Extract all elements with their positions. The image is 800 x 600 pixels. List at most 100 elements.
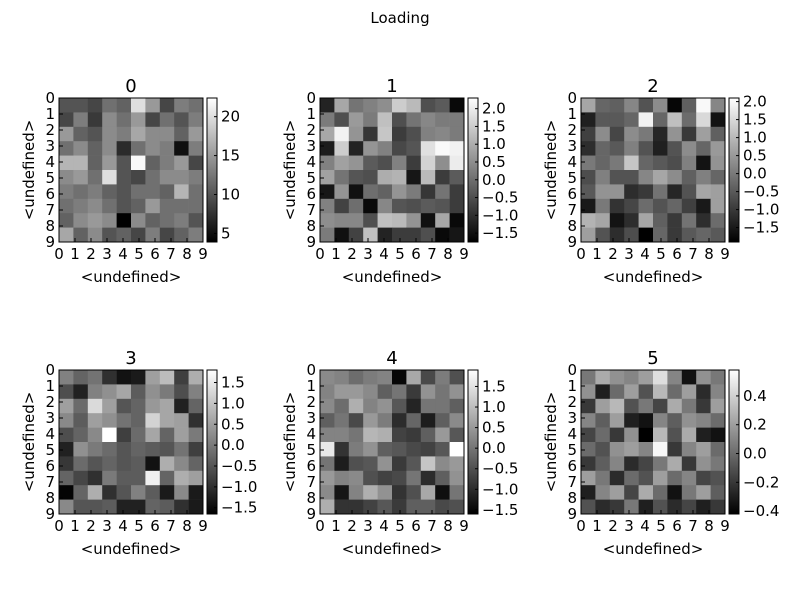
heatmap-cell: [174, 126, 189, 142]
heatmap-cell: [348, 213, 364, 228]
heatmap-cell: [609, 227, 625, 243]
heatmap-cell: [595, 213, 611, 228]
heatmap-cell: [392, 126, 407, 142]
heatmap-cell: [145, 213, 161, 228]
heatmap-cell: [595, 427, 611, 443]
x-tick-label: 3: [624, 517, 634, 535]
heatmap-cell: [653, 485, 668, 500]
y-tick-label: 5: [45, 169, 55, 187]
heatmap-cell: [392, 227, 407, 243]
heatmap-cell: [435, 442, 450, 457]
heatmap-cell: [624, 155, 639, 171]
heatmap-cell: [435, 155, 450, 171]
colorbar-tick-label: 0.0: [221, 436, 245, 454]
heatmap-cell: [59, 126, 74, 142]
heatmap-cell: [87, 398, 103, 414]
heatmap-cell: [59, 370, 74, 385]
x-tick-label: 5: [395, 517, 405, 535]
heatmap-cell: [73, 98, 89, 113]
heatmap-cell: [348, 184, 364, 200]
y-tick-label: 8: [567, 489, 577, 507]
heatmap-cell: [116, 227, 132, 243]
heatmap-cell: [392, 485, 407, 500]
panel-title: 4: [386, 348, 397, 369]
heatmap-cell: [595, 126, 611, 142]
heatmap-cell: [73, 499, 89, 515]
heatmap-cell: [681, 499, 697, 515]
heatmap-cell: [710, 198, 726, 214]
heatmap-cell: [710, 413, 726, 428]
heatmap-cell: [320, 398, 335, 414]
y-tick-label: 5: [306, 169, 316, 187]
heatmap-cell: [609, 170, 625, 185]
colorbar-tick-label: 20: [221, 108, 240, 126]
colorbar-tick-label: −0.5: [221, 457, 257, 475]
heatmap-panel-2: 200112233445566778899<undefined><undefin…: [542, 76, 779, 286]
heatmap-cell: [449, 398, 465, 414]
colorbar-tick-label: 1.5: [743, 111, 767, 129]
heatmap-cell: [131, 227, 146, 243]
heatmap-cell: [377, 112, 393, 128]
heatmap-cell: [624, 98, 639, 113]
y-tick-label: 8: [45, 217, 55, 235]
x-tick-label: 5: [656, 517, 666, 535]
heatmap-cell: [624, 398, 639, 414]
heatmap-cell: [609, 213, 625, 228]
heatmap-cell: [116, 485, 132, 500]
heatmap-cell: [87, 213, 103, 228]
heatmap-cell: [581, 170, 596, 185]
y-tick-label: 3: [45, 137, 55, 155]
heatmap-cell: [710, 370, 726, 385]
heatmap-cell: [609, 456, 625, 472]
y-tick-label: 5: [567, 169, 577, 187]
heatmap-cell: [406, 499, 422, 515]
heatmap-cell: [406, 427, 422, 443]
heatmap-cell: [638, 112, 654, 128]
y-tick-label: 6: [567, 185, 577, 203]
heatmap-cell: [102, 213, 117, 228]
heatmap-cell: [348, 470, 364, 486]
heatmap-cell: [116, 384, 132, 400]
heatmap-cell: [87, 442, 103, 457]
heatmap-cell: [59, 456, 74, 472]
colorbar-tick-label: −0.4: [743, 502, 779, 520]
heatmap-cell: [159, 413, 175, 428]
y-tick-label: 3: [306, 409, 316, 427]
heatmap-cell: [188, 126, 204, 142]
heatmap-cell: [145, 126, 161, 142]
heatmap-cell: [334, 370, 350, 385]
heatmap-cell: [145, 155, 161, 171]
heatmap-cell: [145, 384, 161, 400]
heatmap-cell: [188, 427, 204, 443]
heatmap-cell: [609, 485, 625, 500]
heatmap-cell: [363, 170, 378, 185]
heatmap-cell: [581, 155, 596, 171]
heatmap-cell: [624, 370, 639, 385]
heatmap-cell: [377, 384, 393, 400]
heatmap-cell: [638, 213, 654, 228]
heatmap-cell: [710, 126, 726, 142]
panel-title: 2: [647, 76, 658, 97]
heatmap-cell: [334, 456, 350, 472]
y-tick-label: 0: [45, 89, 55, 107]
y-tick-label: 4: [45, 153, 55, 171]
heatmap-cell: [624, 384, 639, 400]
y-tick-label: 3: [306, 137, 316, 155]
heatmap-cell: [638, 126, 654, 142]
x-tick-label: 7: [427, 245, 437, 263]
heatmap-cell: [334, 198, 350, 214]
y-tick-label: 2: [306, 393, 316, 411]
colorbar-tick-label: 0.5: [221, 415, 245, 433]
heatmap-cell: [681, 427, 697, 443]
heatmap-cell: [420, 384, 436, 400]
heatmap-cell: [145, 456, 161, 472]
heatmap-cell: [131, 370, 146, 385]
x-tick-label: 8: [443, 245, 453, 263]
heatmap-cell: [87, 470, 103, 486]
heatmap-cell: [363, 184, 378, 200]
heatmap-cell: [653, 499, 668, 515]
heatmap-cell: [595, 227, 611, 243]
heatmap-cell: [696, 370, 711, 385]
y-tick-label: 6: [306, 457, 316, 475]
heatmap-cell: [681, 384, 697, 400]
